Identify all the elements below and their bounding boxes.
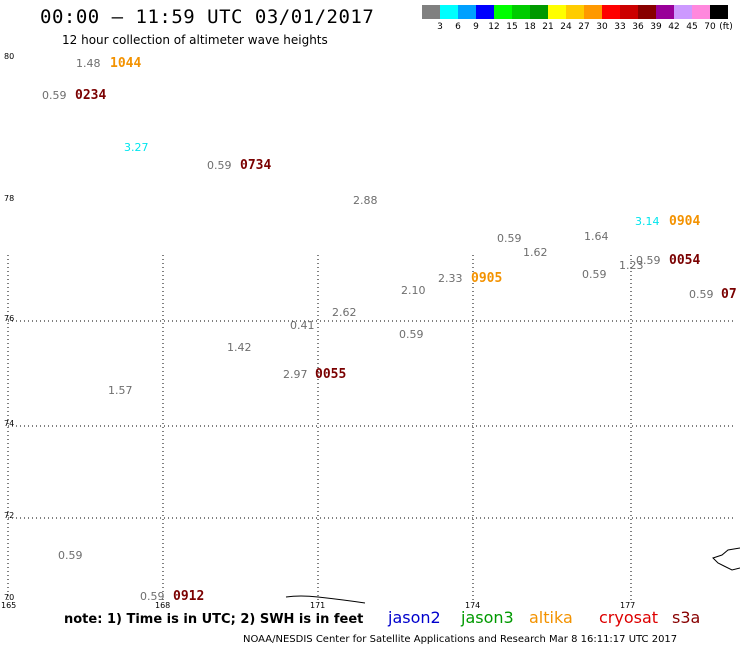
legend-swatch [458, 5, 476, 19]
lon-label-177: 177 [620, 601, 636, 610]
legend-swatch [656, 5, 674, 19]
satellite-jason2: jason2 [388, 608, 441, 627]
legend-swatch [476, 5, 494, 19]
swh-value: 3.27 [124, 141, 149, 154]
legend-swatch [620, 5, 638, 19]
legend-tick-label: 9 [473, 22, 479, 32]
legend-tick-label: 33 [614, 22, 626, 32]
page-title: 00:00 — 11:59 UTC 03/01/2017 [40, 6, 375, 28]
swh-value: 1.57 [108, 384, 133, 397]
legend-tick-label: 36 [632, 22, 644, 32]
legend-tick-label: 39 [650, 22, 662, 32]
swh-value: 0.59 [140, 590, 165, 603]
legend-tick-label: 21 [542, 22, 554, 32]
legend-tick-label: 42 [668, 22, 680, 32]
legend-swatch [512, 5, 530, 19]
coastline-east [712, 547, 740, 571]
pass-time: 0734 [240, 158, 272, 173]
map-canvas [7, 255, 740, 604]
pass-time: 0904 [669, 214, 701, 229]
pass-time: 0912 [173, 589, 205, 604]
legend-tick-label: 3 [437, 22, 443, 32]
page-subtitle: 12 hour collection of altimeter wave hei… [62, 33, 328, 47]
swh-value: 0.41 [290, 319, 315, 332]
lat-label-76: 76 [4, 314, 15, 323]
swh-value: 2.62 [332, 306, 357, 319]
legend-swatch [584, 5, 602, 19]
legend-swatch [548, 5, 566, 19]
swh-value: 1.42 [227, 341, 252, 354]
swh-value: 1.62 [523, 246, 548, 259]
pass-time: 0905 [471, 271, 503, 286]
footer-note: note: 1) Time is in UTC; 2) SWH is in fe… [64, 612, 364, 627]
legend-swatch [638, 5, 656, 19]
pass-time: 0055 [315, 367, 347, 382]
legend-swatch [440, 5, 458, 19]
lat-label-70: 70 [4, 593, 15, 602]
legend-swatch [602, 5, 620, 19]
legend-tick-label: 18 [524, 22, 536, 32]
coastline [285, 547, 740, 604]
pass-time: 0054 [669, 253, 701, 268]
swh-value: 0.59 [42, 89, 67, 102]
swh-value: 0.59 [636, 254, 661, 267]
legend-tick-label: 24 [560, 22, 572, 32]
swh-value: 0.59 [58, 549, 83, 562]
lon-label-165: 165 [1, 601, 17, 610]
legend-tick-label: 15 [506, 22, 518, 32]
lat-label-74: 74 [4, 419, 15, 428]
swh-value: 1.64 [584, 230, 609, 243]
legend-swatch [566, 5, 584, 19]
satellite-s3a: s3a [672, 608, 701, 627]
pass-time: 1044 [110, 56, 142, 71]
swh-value: 0.59 [582, 268, 607, 281]
legend-swatch [710, 5, 728, 19]
lon-label-171: 171 [310, 601, 326, 610]
satellite-jason3: jason3 [461, 608, 514, 627]
lon-label-174: 174 [465, 601, 481, 610]
coastline-south [285, 595, 366, 604]
legend-swatch [674, 5, 692, 19]
pass-time: 07 [721, 287, 737, 302]
legend-swatch [530, 5, 548, 19]
legend-unit: (ft) [719, 22, 733, 32]
legend-swatch [422, 5, 440, 19]
swh-value: 2.97 [283, 368, 308, 381]
lat-label-80: 80 [4, 52, 15, 61]
swh-value: 2.88 [353, 194, 378, 207]
swh-value: 3.14 [635, 215, 660, 228]
swh-value: 0.59 [497, 232, 522, 245]
legend-tick-label: 30 [596, 22, 608, 32]
legend-tick-label: 70 [704, 22, 716, 32]
legend-swatch [494, 5, 512, 19]
legend-tick-label: 45 [686, 22, 698, 32]
lat-label-72: 72 [4, 511, 15, 520]
swh-value: 0.59 [689, 288, 714, 301]
swh-value: 0.59 [399, 328, 424, 341]
satellite-cryosat: cryosat [599, 608, 659, 627]
swh-value: 1.23 [619, 259, 644, 272]
legend-tick-label: 6 [455, 22, 461, 32]
lat-label-78: 78 [4, 194, 15, 203]
satellite-altika: altika [529, 608, 573, 627]
legend-swatch [692, 5, 710, 19]
footer-credit: NOAA/NESDIS Center for Satellite Applica… [243, 634, 678, 645]
swh-value: 0.59 [207, 159, 232, 172]
lat-lon-grid [7, 255, 736, 600]
swh-value: 2.33 [438, 272, 463, 285]
legend-tick-label: 27 [578, 22, 590, 32]
swh-value: 1.48 [76, 57, 101, 70]
lon-label-168: 168 [155, 601, 171, 610]
legend-tick-label: 12 [488, 22, 500, 32]
swh-value: 2.10 [401, 284, 426, 297]
pass-time: 0234 [75, 88, 107, 103]
